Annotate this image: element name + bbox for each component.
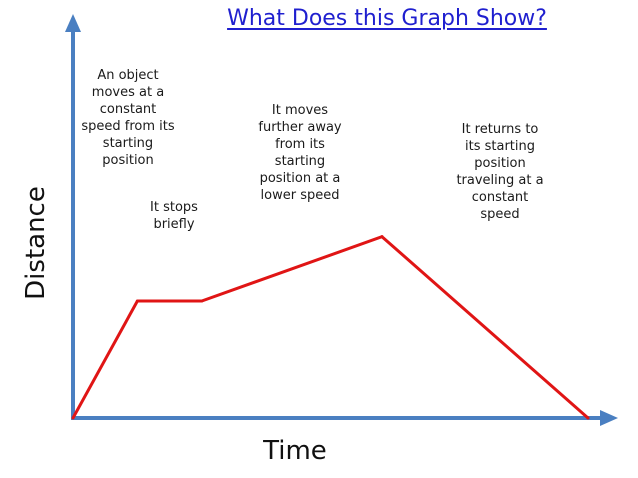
data-point-2 [200,299,204,303]
annotation-stops-briefly: It stops briefly [150,200,198,232]
data-point-0 [71,416,75,420]
x-axis-label: Time [263,436,327,466]
y-axis-label: Distance [21,186,51,300]
annotation-returns-to-start: It returns to its starting position trav… [456,122,544,222]
data-point-3 [380,235,384,239]
data-point-1 [135,299,139,303]
annotation-constant-speed-away: An object moves at a constant speed from… [81,68,175,168]
x-axis-arrowhead [600,410,618,426]
distance-series-line [71,235,589,420]
chart-title: What Does this Graph Show? [227,6,547,31]
y-axis-arrowhead [65,14,81,32]
data-point-4 [586,416,590,420]
annotation-moves-further-lower-speed: It moves further away from its starting … [258,103,342,203]
